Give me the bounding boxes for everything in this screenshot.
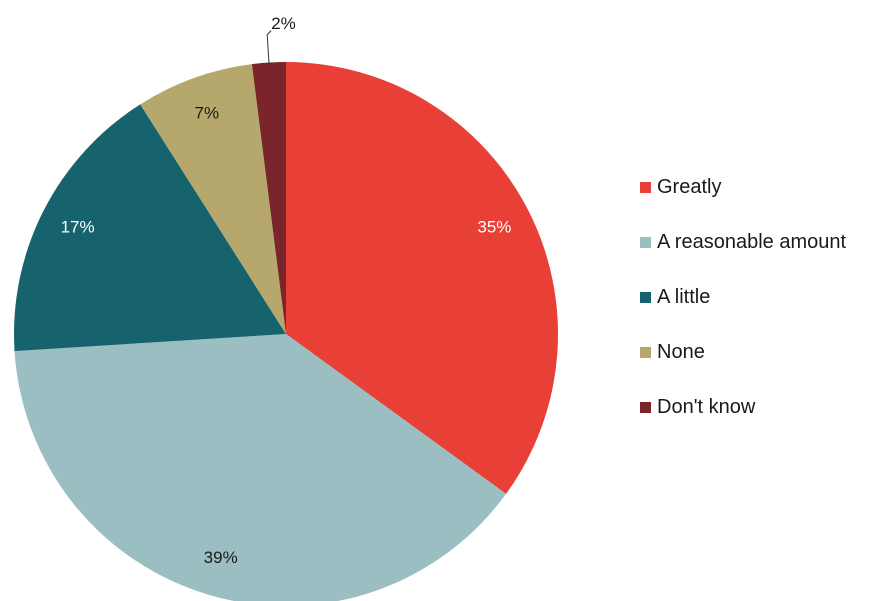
- pie-chart: 35% 39% 17% 7% 2%: [14, 14, 558, 601]
- legend-swatch-a-reasonable-amount: [640, 237, 651, 248]
- data-label-a-little: 17%: [61, 217, 95, 236]
- data-label-don-t-know: 2%: [271, 14, 296, 33]
- pie-slice-none: [140, 64, 286, 334]
- leader-line-don-t-know: [266, 30, 272, 67]
- legend-item-a-little: A little: [640, 284, 846, 311]
- legend-item-dont-know: Don't know: [640, 394, 846, 421]
- pie-slice-don-t-know: [251, 62, 286, 334]
- legend-label-a-little: A little: [657, 286, 711, 308]
- legend-swatch-none: [640, 347, 651, 358]
- legend-swatch-dont-know: [640, 402, 651, 413]
- data-label-greatly: 35%: [477, 217, 511, 236]
- pie-slice-a-little: [14, 104, 286, 352]
- legend-swatch-a-little: [640, 292, 651, 303]
- legend-item-none: None: [640, 339, 846, 366]
- data-label-none: 7%: [195, 103, 220, 122]
- legend-label-none: None: [657, 341, 705, 363]
- pie-slice-a-reasonable-amount: [14, 334, 507, 601]
- pie-slice-greatly: [286, 62, 558, 494]
- legend-label-dont-know: Don't know: [657, 396, 756, 418]
- legend-item-greatly: Greatly: [640, 174, 846, 201]
- legend-swatch-greatly: [640, 182, 651, 193]
- legend: Greatly A reasonable amount A little Non…: [640, 174, 846, 449]
- legend-label-greatly: Greatly: [657, 176, 722, 198]
- legend-item-a-reasonable-amount: A reasonable amount: [640, 229, 846, 256]
- legend-label-a-reasonable-amount: A reasonable amount: [657, 231, 847, 253]
- data-label-a-reasonable-amount: 39%: [204, 548, 238, 567]
